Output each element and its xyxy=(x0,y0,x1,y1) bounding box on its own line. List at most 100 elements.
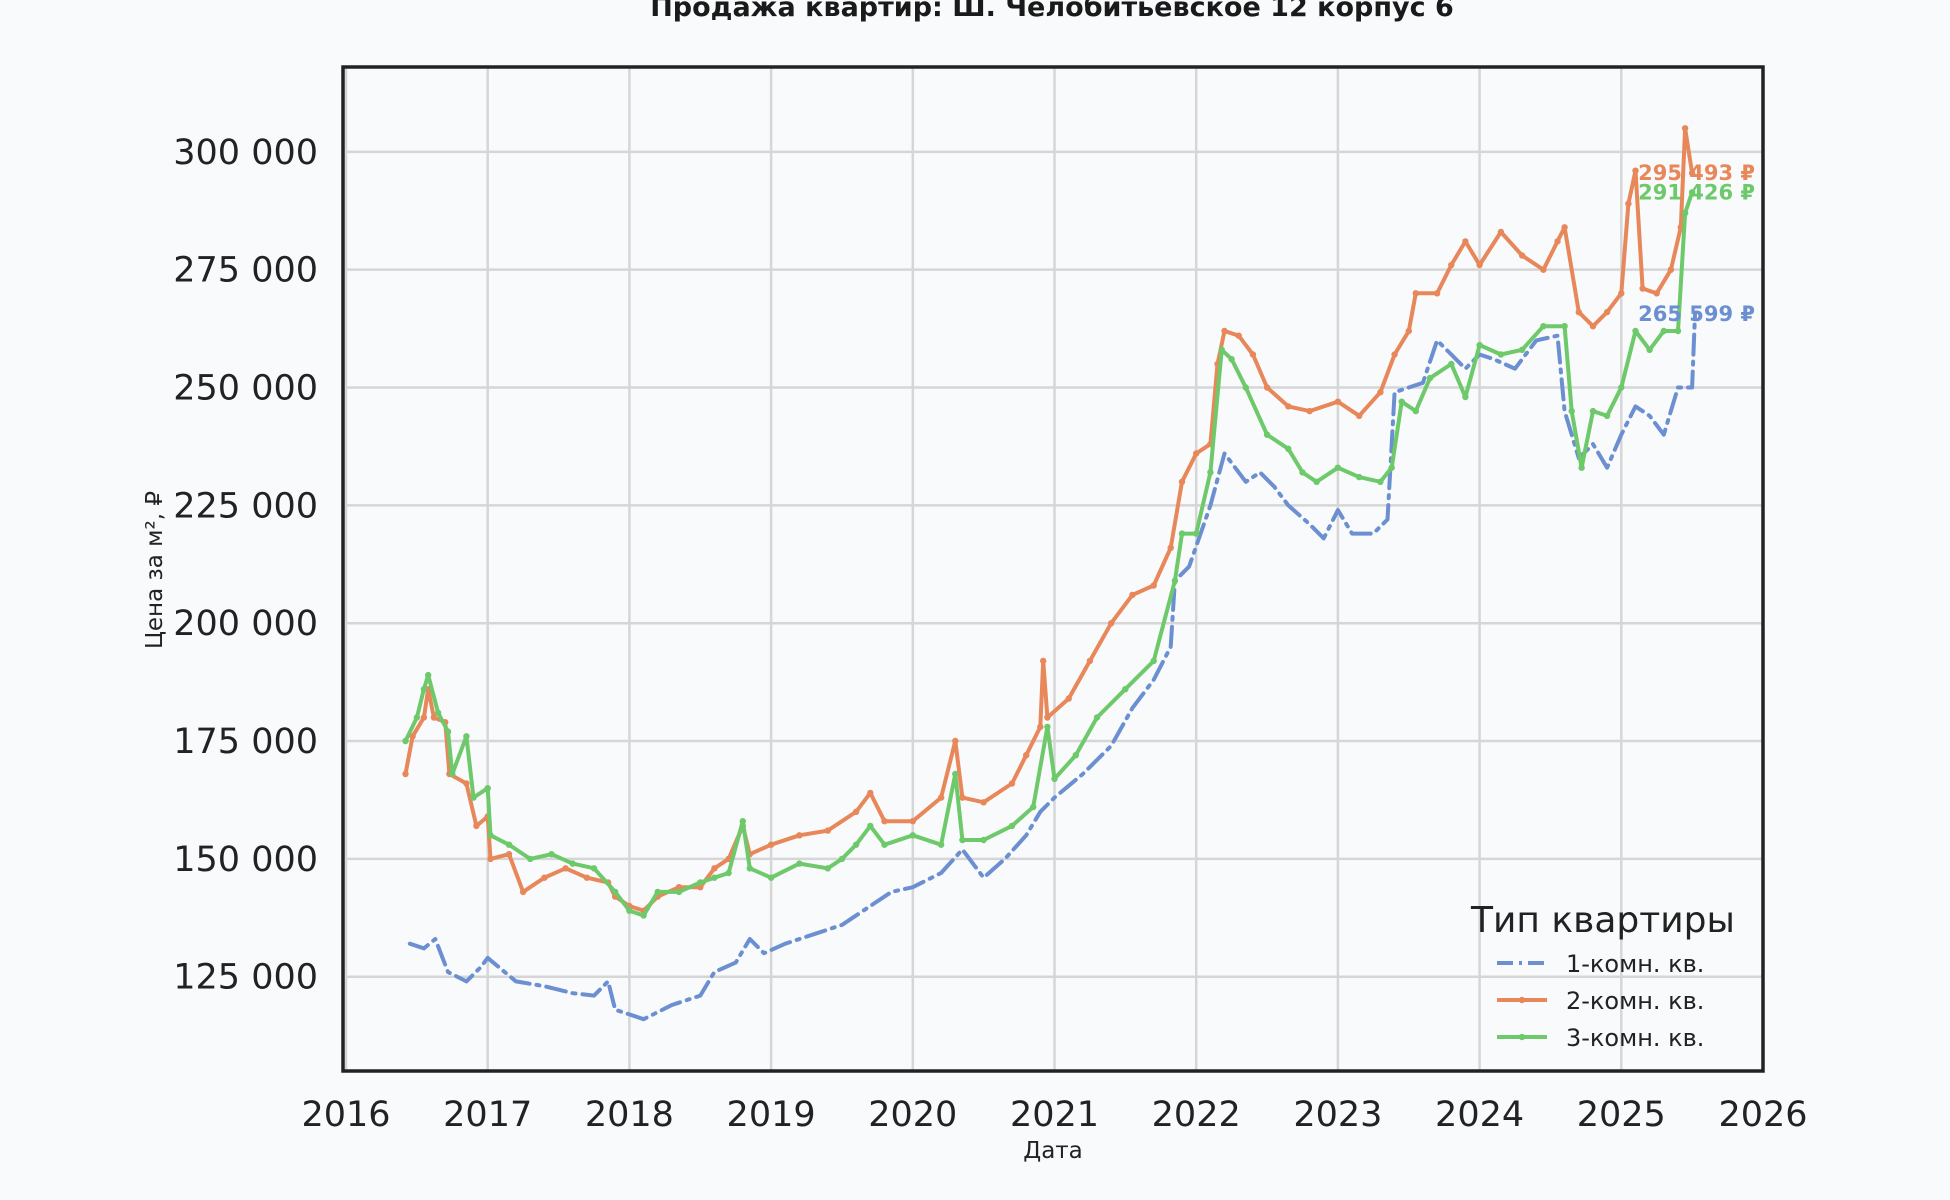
data-point xyxy=(1221,327,1228,335)
data-point xyxy=(796,832,803,839)
x-axis-label: Дата xyxy=(1023,1138,1083,1164)
legend-label: 2-комн. кв. xyxy=(1566,987,1704,1015)
data-point xyxy=(1391,351,1398,358)
data-point xyxy=(484,785,491,792)
data-point xyxy=(1065,695,1072,702)
series-line-3 xyxy=(403,190,1695,918)
data-point xyxy=(980,799,987,806)
data-point xyxy=(1150,582,1157,589)
plot-frame xyxy=(341,65,1765,1073)
data-point xyxy=(409,733,416,740)
data-point xyxy=(1540,266,1547,273)
data-point xyxy=(1044,714,1051,721)
data-point xyxy=(1518,346,1526,353)
data-point xyxy=(1263,431,1271,438)
data-point xyxy=(1448,360,1455,368)
data-point xyxy=(402,770,409,778)
data-point xyxy=(675,884,683,891)
data-point xyxy=(1040,657,1047,665)
data-point xyxy=(1313,478,1320,485)
data-point xyxy=(505,841,513,848)
y-axis-label: Цена за м², ₽ xyxy=(142,491,168,649)
data-point xyxy=(1008,822,1016,830)
data-point xyxy=(1632,167,1639,174)
data-point xyxy=(1285,445,1292,452)
data-point xyxy=(590,865,598,872)
data-point xyxy=(640,912,647,919)
data-point xyxy=(1235,332,1242,339)
data-point xyxy=(1263,384,1271,391)
legend: Тип квартиры 1-комн. кв. 2-комн. кв. 3-ком… xyxy=(1470,900,1735,1052)
data-point xyxy=(824,827,831,834)
last-value-label-3: 291 426 ₽ xyxy=(1638,180,1755,204)
y-tick-label: 125 000 xyxy=(173,958,318,998)
data-point xyxy=(1377,478,1384,485)
data-point xyxy=(1193,450,1200,457)
series-line-2 xyxy=(403,126,1695,913)
series-line-1 xyxy=(407,312,1697,1022)
data-point xyxy=(1228,356,1235,363)
data-point xyxy=(430,714,438,721)
data-point xyxy=(1398,398,1405,405)
legend-title: Тип квартиры xyxy=(1470,900,1735,941)
data-point xyxy=(487,832,494,839)
x-tick-label: 2018 xyxy=(585,1095,674,1135)
data-point xyxy=(541,874,548,881)
data-point xyxy=(767,841,775,848)
data-point xyxy=(697,879,704,886)
data-point xyxy=(583,874,591,881)
data-point xyxy=(449,770,456,778)
data-point xyxy=(746,865,753,872)
data-point xyxy=(1150,657,1157,665)
x-tick-label: 2016 xyxy=(301,1095,390,1135)
data-point xyxy=(1674,327,1682,335)
data-point xyxy=(527,855,534,863)
x-tick-label: 2024 xyxy=(1435,1095,1524,1135)
last-value-labels: 265 599 ₽ 295 493 ₽291 426 ₽ xyxy=(1638,161,1755,326)
data-point xyxy=(1412,407,1420,415)
data-point xyxy=(1433,290,1441,297)
data-point xyxy=(1044,723,1051,731)
legend-label: 1-комн. кв. xyxy=(1566,950,1704,978)
data-point xyxy=(1334,398,1342,405)
data-point xyxy=(767,874,775,881)
data-point xyxy=(1108,620,1115,627)
data-point xyxy=(1356,412,1363,419)
data-point xyxy=(1476,341,1483,349)
last-value-label-2: 295 493 ₽ xyxy=(1638,161,1755,185)
data-point xyxy=(612,888,619,896)
data-point xyxy=(548,851,555,858)
data-point xyxy=(1554,238,1561,245)
legend-label: 3-комн. кв. xyxy=(1566,1024,1704,1052)
data-point xyxy=(867,822,874,830)
data-point xyxy=(1618,290,1625,297)
data-point xyxy=(711,874,718,881)
data-point xyxy=(1122,686,1129,693)
data-point xyxy=(1086,657,1094,665)
y-tick-label: 300 000 xyxy=(173,133,318,173)
data-point xyxy=(1497,228,1505,236)
x-tick-label: 2023 xyxy=(1293,1095,1382,1135)
data-point xyxy=(952,737,959,745)
data-point xyxy=(1167,544,1174,551)
data-point xyxy=(1356,473,1363,481)
x-tick-label: 2021 xyxy=(1010,1095,1099,1135)
data-point xyxy=(1249,351,1257,358)
data-point xyxy=(1618,384,1625,391)
data-point xyxy=(519,888,527,896)
data-point xyxy=(1476,261,1483,269)
data-point xyxy=(959,794,966,801)
data-point xyxy=(1646,346,1653,353)
data-point xyxy=(654,888,661,896)
x-tick-label: 2026 xyxy=(1718,1095,1807,1135)
data-point xyxy=(909,832,916,839)
legend-item: 3-комн. кв. xyxy=(1497,1024,1704,1052)
data-point xyxy=(1022,752,1030,759)
data-point xyxy=(413,714,421,721)
data-point xyxy=(1681,125,1689,132)
data-point xyxy=(1178,530,1186,537)
data-point xyxy=(881,841,888,848)
data-point xyxy=(562,865,569,872)
x-tick-label: 2020 xyxy=(868,1095,957,1135)
data-point xyxy=(1625,200,1632,207)
